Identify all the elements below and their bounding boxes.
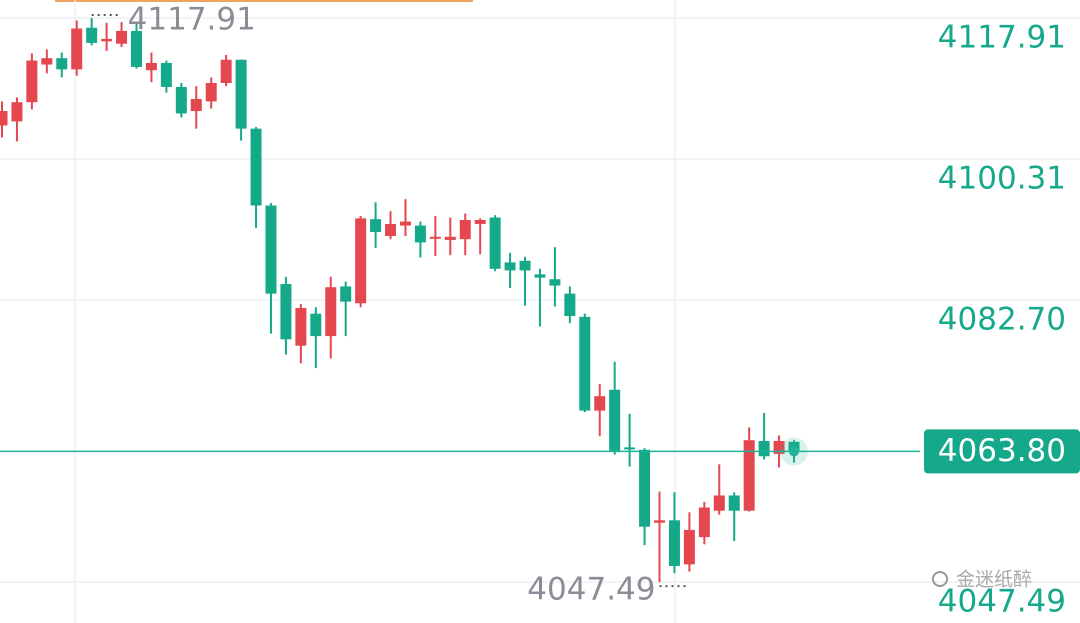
candle-body xyxy=(250,128,262,206)
candle-body xyxy=(265,205,277,294)
candle-body xyxy=(385,223,397,236)
candle-body xyxy=(668,520,680,566)
candle-body xyxy=(504,262,516,271)
watermark-text: 金迷纸醉 xyxy=(956,569,1032,591)
candle-body xyxy=(414,225,426,243)
candle-body xyxy=(474,219,486,224)
candle-body xyxy=(280,284,292,340)
candle-body xyxy=(370,219,382,232)
candle-body xyxy=(145,62,157,71)
candle-body xyxy=(325,287,337,337)
candle-body xyxy=(116,30,128,44)
candle-body xyxy=(683,529,695,565)
candle-body xyxy=(175,86,187,114)
watermark: 金迷纸醉 xyxy=(932,569,1032,591)
candle-body xyxy=(86,27,98,43)
candle-body xyxy=(26,60,38,103)
candle-body xyxy=(295,308,307,346)
candle-body xyxy=(459,219,471,240)
candle-body xyxy=(579,316,591,411)
candle-body xyxy=(160,62,172,87)
candle-body xyxy=(41,58,53,65)
y-tick-label: 4047.49 xyxy=(938,584,1066,620)
candle-body xyxy=(564,293,576,317)
candle-body xyxy=(773,441,785,454)
candle-body xyxy=(235,59,247,129)
candle-body xyxy=(594,396,606,411)
header-strip xyxy=(55,0,473,2)
watermark-icon xyxy=(932,571,948,587)
candle-body xyxy=(609,389,621,451)
annotation: 4117.91 xyxy=(128,2,256,38)
candle-body xyxy=(654,520,666,523)
candle-body xyxy=(429,236,441,239)
candle-body xyxy=(71,28,83,70)
candle-body xyxy=(728,495,740,511)
price-label: 4063.80 xyxy=(938,433,1066,469)
candle-body xyxy=(534,274,546,278)
candle-body xyxy=(355,218,367,304)
candle-body xyxy=(11,102,23,122)
price-box xyxy=(924,429,1080,474)
candle-body xyxy=(549,279,561,286)
candle-body xyxy=(205,82,217,102)
candle-body xyxy=(310,313,322,337)
candle-body xyxy=(519,260,531,271)
candle-body xyxy=(743,440,755,511)
price-dot xyxy=(789,446,799,457)
y-tick-label: 4100.31 xyxy=(938,160,1066,196)
candle-body xyxy=(444,236,456,240)
candle-body xyxy=(713,495,725,511)
candle-body xyxy=(130,30,142,67)
candle-body xyxy=(340,286,352,302)
candle-body xyxy=(758,441,770,457)
candle-body xyxy=(220,59,232,83)
candle-body xyxy=(399,221,411,226)
candle-body xyxy=(624,447,636,450)
candle-body xyxy=(101,38,113,42)
candle-body xyxy=(698,507,710,538)
annotation: 4047.49 xyxy=(527,572,655,608)
y-tick-label: 4117.91 xyxy=(938,20,1066,56)
candle-body xyxy=(639,449,651,527)
candle-body xyxy=(0,111,8,126)
candle-body xyxy=(489,217,501,269)
candle-body xyxy=(190,99,202,112)
y-tick-label: 4082.70 xyxy=(938,302,1066,338)
candle-body xyxy=(56,58,68,70)
